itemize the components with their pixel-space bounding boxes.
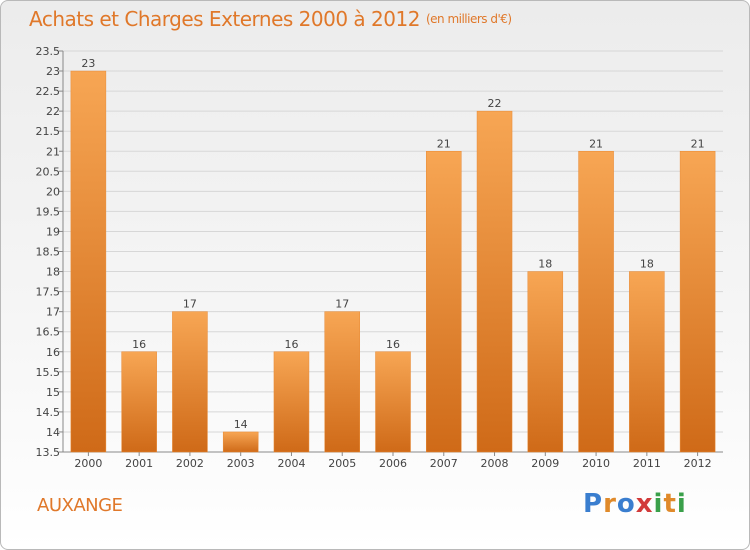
value-label-2006: 16 — [386, 338, 400, 351]
y-tick-label: 13.5 — [36, 446, 61, 459]
y-tick-label: 15 — [46, 386, 60, 399]
y-tick-label: 17.5 — [36, 286, 61, 299]
label-layer: 23 2000 16 2001 17 2002 14 2003 16 2004 17 2005 16 20… — [74, 57, 711, 470]
bar-2003 — [222, 431, 259, 453]
y-tick-label: 14 — [46, 426, 60, 439]
x-tick-label-2008: 2008 — [481, 457, 509, 470]
y-tick-label: 20.5 — [36, 165, 61, 178]
x-tick-label-2003: 2003 — [227, 457, 255, 470]
y-tick-label: 16.5 — [36, 326, 61, 339]
bar-2004 — [273, 351, 310, 453]
value-label-2010: 21 — [589, 137, 603, 150]
value-label-2007: 21 — [437, 137, 451, 150]
value-label-2008: 22 — [488, 97, 502, 110]
x-tick-label-2006: 2006 — [379, 457, 407, 470]
value-label-2005: 17 — [335, 298, 349, 311]
commune-name: AUXANGE — [37, 495, 123, 516]
y-tick-label: 19.5 — [36, 205, 61, 218]
bar-2011 — [629, 271, 665, 453]
x-tick-label-2005: 2005 — [328, 457, 356, 470]
y-tick-label: 23 — [46, 65, 60, 78]
x-tick-label-2007: 2007 — [430, 457, 458, 470]
value-label-2009: 18 — [538, 258, 552, 271]
bar-2005 — [324, 311, 360, 453]
bar-2010 — [578, 151, 614, 453]
value-label-2001: 16 — [132, 338, 146, 351]
value-label-2012: 21 — [691, 137, 705, 150]
bar-2000 — [70, 70, 107, 453]
value-label-2003: 14 — [234, 418, 248, 431]
y-tick-label: 23.5 — [36, 45, 61, 58]
x-tick-label-2004: 2004 — [277, 457, 305, 470]
chart-title: Achats et Charges Externes 2000 à 2012 (e… — [29, 7, 512, 31]
chart-title-text: Achats et Charges Externes 2000 à 2012 — [29, 7, 420, 31]
value-label-2000: 23 — [81, 57, 95, 70]
y-tick-label: 22 — [46, 105, 60, 118]
bar-2002 — [172, 311, 208, 453]
bar-2001 — [121, 351, 157, 453]
x-tick-label-2010: 2010 — [582, 457, 610, 470]
y-tick-label: 21 — [46, 145, 60, 158]
y-tick-label: 22.5 — [36, 85, 61, 98]
y-tick-label: 21.5 — [36, 125, 61, 138]
bar-2009 — [527, 271, 564, 453]
bar-2007 — [426, 151, 462, 453]
x-tick-label-2009: 2009 — [531, 457, 559, 470]
x-tick-label-2012: 2012 — [684, 457, 712, 470]
y-tick-label: 15.5 — [36, 366, 61, 379]
value-label-2004: 16 — [284, 338, 298, 351]
y-tick-label: 20 — [46, 185, 60, 198]
y-tick-label: 18.5 — [36, 246, 61, 259]
proxiti-logo: Proxiti — [583, 489, 687, 519]
y-tick-label: 19 — [46, 225, 60, 238]
x-tick-label-2011: 2011 — [633, 457, 661, 470]
chart-unit: (en milliers d'€) — [425, 12, 512, 26]
x-tick-label-2000: 2000 — [74, 457, 102, 470]
x-tick-label-2001: 2001 — [125, 457, 153, 470]
y-tick-label: 14.5 — [36, 406, 61, 419]
bar-2012 — [679, 151, 716, 453]
y-tick-label: 18 — [46, 266, 60, 279]
x-tick-label-2002: 2002 — [176, 457, 204, 470]
y-tick-label: 17 — [46, 306, 60, 319]
y-tick-label: 16 — [46, 346, 60, 359]
bar-2006 — [375, 351, 411, 453]
value-label-2011: 18 — [640, 258, 654, 271]
bar-layer — [70, 70, 716, 453]
value-label-2002: 17 — [183, 298, 197, 311]
bar-2008 — [476, 110, 513, 453]
